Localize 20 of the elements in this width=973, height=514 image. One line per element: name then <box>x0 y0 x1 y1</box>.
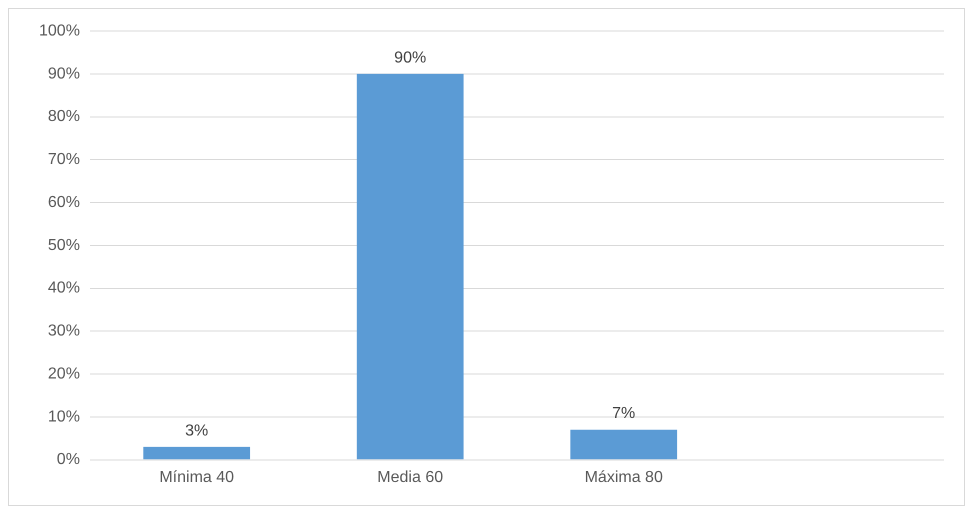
x-tick-label: Máxima 80 <box>584 468 663 486</box>
y-tick-label: 90% <box>48 65 80 82</box>
y-tick-label: 80% <box>48 108 80 126</box>
x-tick-label: Media 60 <box>377 468 444 486</box>
x-tick-label: Mínima 40 <box>159 468 234 486</box>
y-tick-label: 30% <box>48 322 80 340</box>
data-label: 7% <box>612 405 636 422</box>
data-label: 90% <box>394 49 426 66</box>
y-tick-label: 50% <box>48 236 80 254</box>
y-tick-label: 20% <box>48 365 80 382</box>
y-tick-label: 70% <box>48 151 80 168</box>
y-tick-label: 100% <box>39 22 80 40</box>
y-tick-label: 60% <box>48 194 80 211</box>
bar <box>143 446 250 460</box>
data-label: 3% <box>185 422 208 440</box>
y-tick-label: 0% <box>56 451 80 468</box>
y-tick-label: 40% <box>48 280 80 297</box>
bar <box>570 430 678 460</box>
bar <box>356 74 464 460</box>
y-tick-label: 10% <box>48 408 80 426</box>
